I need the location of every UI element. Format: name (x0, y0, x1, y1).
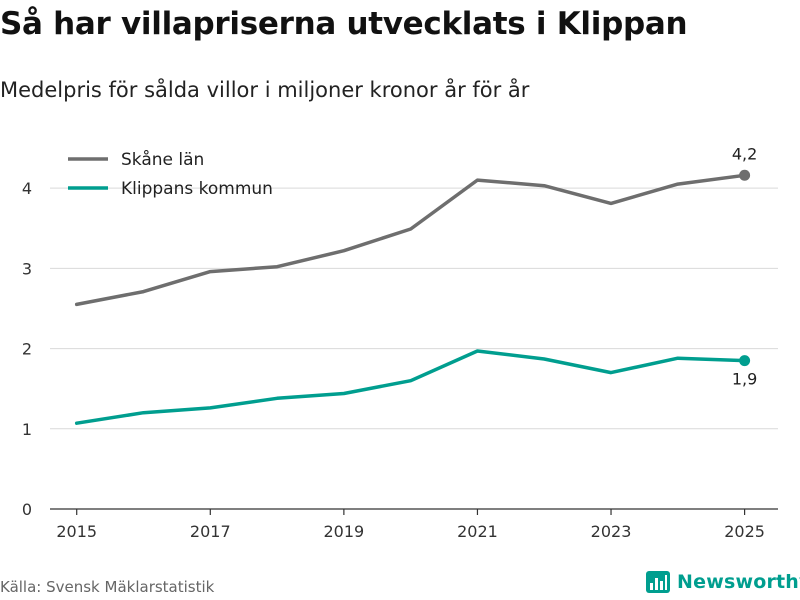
x-tick-label: 2015 (56, 522, 97, 541)
brand-name: Newsworthy (677, 571, 800, 593)
x-tick-label: 2023 (591, 522, 632, 541)
y-tick-label: 2 (22, 340, 32, 359)
y-tick-label: 4 (22, 179, 32, 198)
x-axis: 2015 2017 2019 2021 2023 2025 (50, 508, 778, 541)
x-tick-label: 2021 (457, 522, 498, 541)
y-tick-label: 1 (22, 420, 32, 439)
data-label: 4,2 (732, 144, 757, 163)
y-axis: 0 1 2 3 4 (22, 179, 32, 519)
y-tick-label: 0 (22, 500, 32, 519)
page-subtitle: Medelpris för sålda villor i miljoner kr… (0, 78, 530, 102)
grid-lines (50, 187, 778, 430)
page-title: Så har villapriserna utvecklats i Klippa… (0, 6, 688, 42)
y-tick-label: 3 (22, 259, 32, 278)
series-end-marker (739, 169, 751, 181)
series-end-marker (739, 355, 751, 367)
legend-label: Skåne län (121, 149, 204, 170)
legend-label: Klippans kommun (121, 179, 273, 199)
source-note: Källa: Svensk Mäklarstatistik (0, 578, 215, 596)
series-line (74, 349, 747, 425)
legend: Skåne län Klippans kommun (68, 149, 273, 199)
line-chart: 2015 2017 2019 2021 2023 2025 0 1 2 3 4 4,2 1,9 Sk… (22, 144, 778, 541)
series-line (74, 173, 747, 307)
brand-logo: Newsworthy (645, 569, 800, 595)
newsworthy-logo-icon (646, 571, 670, 593)
x-tick-label: 2019 (324, 522, 365, 541)
x-tick-label: 2017 (190, 522, 231, 541)
series-lines: 4,2 1,9 (74, 144, 757, 425)
data-label: 1,9 (732, 370, 757, 389)
x-tick-label: 2025 (724, 522, 765, 541)
